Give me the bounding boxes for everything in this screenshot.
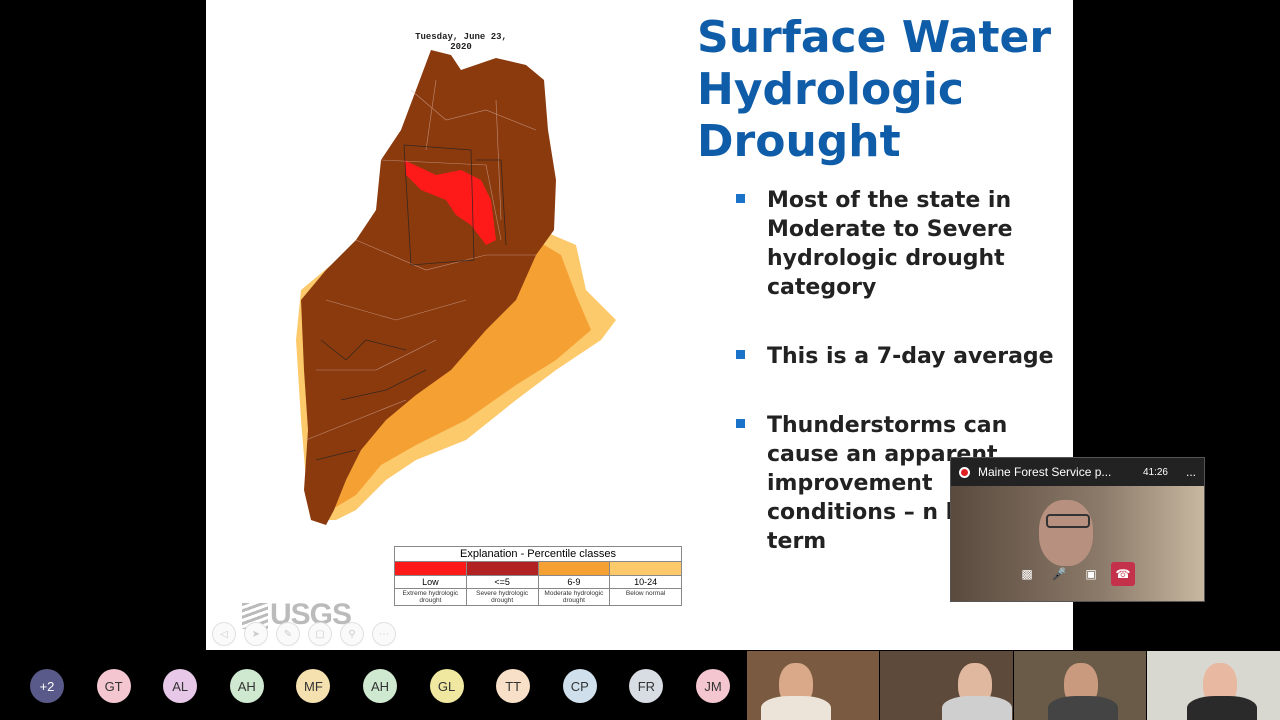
zoom-icon[interactable]: ⚲: [340, 622, 364, 646]
participant-avatar[interactable]: AL: [163, 669, 198, 703]
bullet-item: This is a 7-day average: [736, 342, 1066, 371]
participant-video[interactable]: [1014, 651, 1146, 720]
legend-desc: Below normal: [610, 588, 681, 598]
bullet-square-icon: [736, 350, 745, 359]
legend-desc: Severe hydrologic drought: [466, 588, 538, 605]
legend-class-low: Low Extreme hydrologic drought: [395, 562, 467, 605]
legend-swatch: [538, 562, 610, 575]
prev-icon[interactable]: ◁: [212, 622, 236, 646]
call-controls: ▩ 🎤 ▣ ☎: [1015, 562, 1135, 586]
participant-video[interactable]: [880, 651, 1013, 720]
map-region-severe: [301, 50, 556, 525]
legend-label: Low: [395, 575, 466, 588]
bullet-square-icon: [736, 419, 745, 428]
participant-avatar[interactable]: MF: [296, 669, 331, 703]
participant-avatar[interactable]: JM: [696, 669, 730, 703]
camera-icon[interactable]: ▩: [1021, 567, 1033, 581]
call-popup-header[interactable]: Maine Forest Service p... 41:26 ...: [951, 458, 1204, 486]
call-timer: 41:26: [1142, 466, 1168, 478]
bullet-square-icon: [736, 194, 745, 203]
legend-desc: Moderate hydrologic drought: [538, 588, 610, 605]
bullet-item: Most of the state in Moderate to Severe …: [736, 186, 1066, 302]
participant-avatar[interactable]: AH: [363, 669, 397, 703]
participant-avatar[interactable]: GL: [429, 669, 464, 703]
participant-avatar[interactable]: CP: [562, 669, 597, 703]
call-title: Maine Forest Service p...: [978, 465, 1112, 479]
slide-title: Surface Water Hydrologic Drought: [697, 12, 1052, 167]
speaker-video: [951, 486, 1204, 601]
call-popup[interactable]: Maine Forest Service p... 41:26 ... ▩ 🎤 …: [950, 457, 1205, 602]
participant-avatar[interactable]: GT: [96, 669, 131, 703]
share-screen-icon[interactable]: ▣: [1085, 567, 1097, 581]
legend-desc: Extreme hydrologic drought: [395, 588, 466, 605]
recording-icon: [959, 466, 970, 478]
participant-avatar[interactable]: TT: [496, 669, 531, 703]
legend-swatch: [610, 562, 681, 575]
pointer-icon[interactable]: ➤: [244, 622, 268, 646]
legend-swatch: [466, 562, 538, 575]
presentation-slide: Tuesday, June 23, 2020 Explan: [206, 0, 1073, 650]
participant-avatar[interactable]: +2: [30, 669, 64, 703]
slide-toolbar: ◁ ➤ ✎ ▢ ⚲ ⋯: [212, 622, 396, 646]
legend-swatch: [395, 562, 466, 575]
legend-class-severe: <=5 Severe hydrologic drought: [466, 562, 539, 605]
legend-title: Explanation - Percentile classes: [395, 547, 681, 562]
legend-class-below-normal: 10-24 Below normal: [610, 562, 681, 605]
more-icon[interactable]: ⋯: [372, 622, 396, 646]
slides-icon[interactable]: ▢: [308, 622, 332, 646]
participant-avatar[interactable]: AH: [229, 669, 264, 703]
legend-label: 10-24: [610, 575, 681, 588]
legend-label: 6-9: [538, 575, 610, 588]
legend-class-moderate: 6-9 Moderate hydrologic drought: [538, 562, 611, 605]
map-legend: Explanation - Percentile classes Low Ext…: [394, 546, 682, 606]
map-date: Tuesday, June 23, 2020: [415, 32, 507, 52]
map-region-moderate: [308, 240, 591, 510]
drought-map: [296, 50, 616, 525]
participant-avatar[interactable]: FR: [629, 669, 664, 703]
pen-icon[interactable]: ✎: [276, 622, 300, 646]
more-options-icon[interactable]: ...: [1185, 465, 1196, 479]
legend-label: <=5: [466, 575, 538, 588]
end-call-button[interactable]: ☎: [1111, 562, 1135, 586]
microphone-icon[interactable]: 🎤: [1051, 567, 1067, 581]
participant-video[interactable]: [747, 651, 879, 720]
participant-video[interactable]: [1147, 651, 1280, 720]
